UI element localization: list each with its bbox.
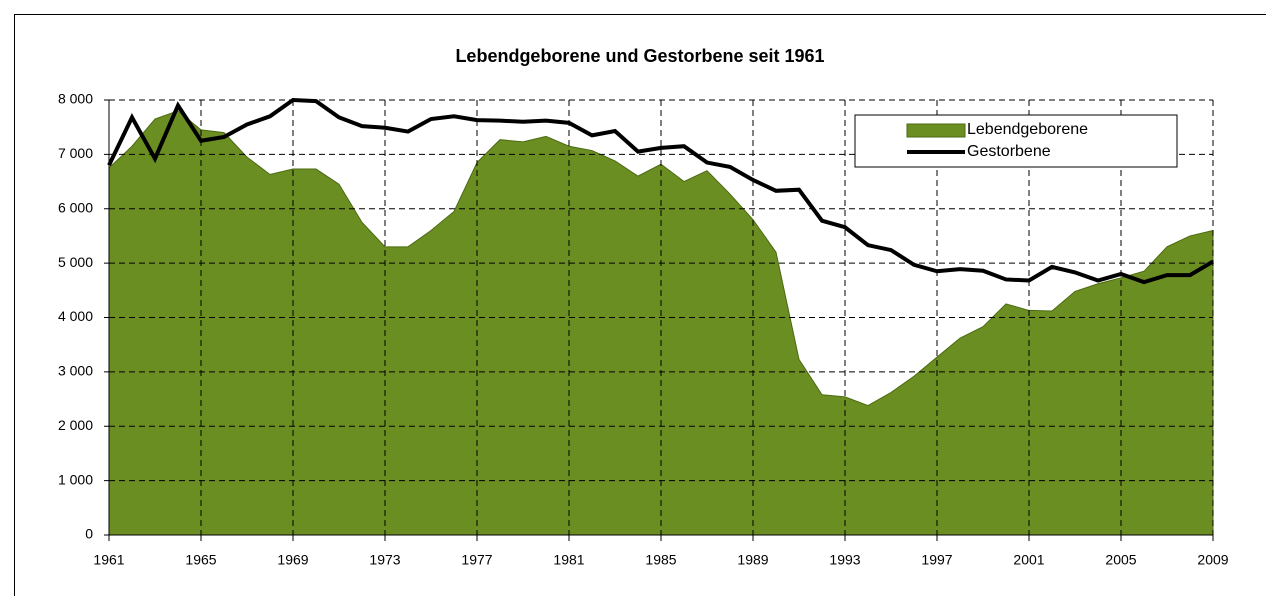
x-tick-label: 2009 (1197, 552, 1228, 568)
x-tick-label: 2001 (1013, 552, 1044, 568)
y-tick-label: 7 000 (58, 145, 93, 161)
legend-label: Lebendgeborene (967, 121, 1088, 138)
x-tick-label: 1969 (277, 552, 308, 568)
x-tick-label: 1997 (921, 552, 952, 568)
x-tick-label: 1961 (93, 552, 124, 568)
y-tick-label: 6 000 (58, 199, 93, 215)
legend-swatch (906, 123, 966, 138)
chart-title: Lebendgeborene und Gestorbene seit 1961 (455, 46, 824, 66)
x-tick-label: 1965 (185, 552, 216, 568)
y-tick-label: 4 000 (58, 308, 93, 324)
y-tick-label: 0 (85, 526, 93, 542)
x-tick-label: 1985 (645, 552, 676, 568)
y-tick-label: 8 000 (58, 91, 93, 107)
legend-label: Gestorbene (967, 143, 1051, 160)
line (107, 97, 1215, 285)
y-tick-label: 3 000 (58, 363, 93, 379)
x-tick-label: 1989 (737, 552, 768, 568)
x-tick-label: 1993 (829, 552, 860, 568)
y-tick-label: 1 000 (58, 471, 93, 487)
x-tick-label: 1977 (461, 552, 492, 568)
x-tick-label: 1973 (369, 552, 400, 568)
x-tick-label: 1981 (553, 552, 584, 568)
y-tick-label: 5 000 (58, 254, 93, 270)
x-tick-label: 2005 (1105, 552, 1136, 568)
y-tick-label: 2 000 (58, 417, 93, 433)
